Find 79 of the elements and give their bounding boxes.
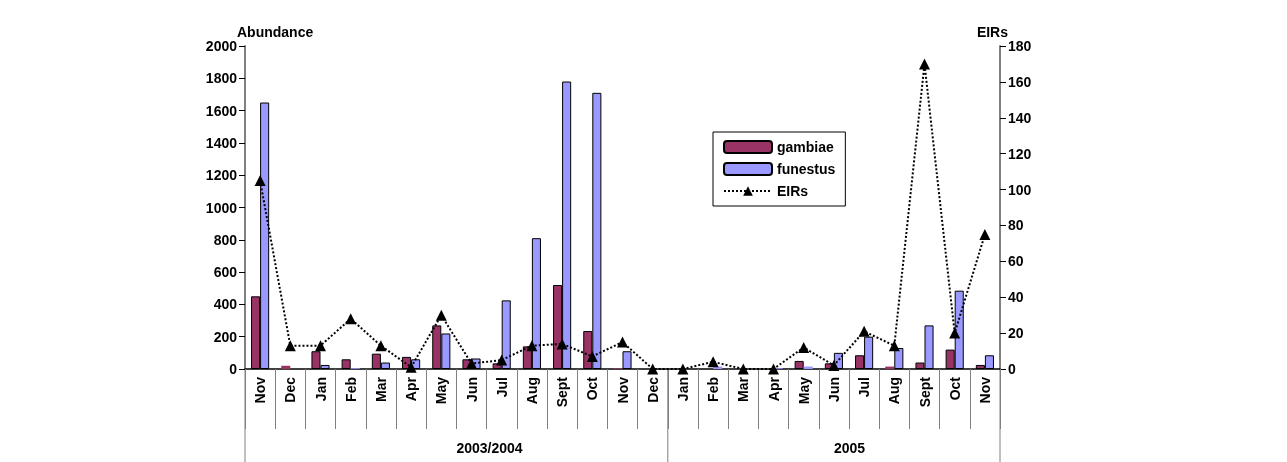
y-tick-label: 400 [213, 296, 238, 313]
y-tick-label: 200 [213, 328, 238, 345]
point [526, 340, 538, 352]
y-tick-label: 800 [213, 231, 238, 248]
x-tick-label: Sept [554, 376, 571, 408]
y2-tick-label: 20 [1008, 325, 1024, 342]
y2-tick-label: 100 [1008, 181, 1032, 198]
point [979, 228, 991, 240]
bar [281, 365, 291, 369]
y-axis-title: Abundance [237, 24, 314, 41]
y2-tick-label: 0 [1008, 361, 1016, 377]
point [496, 354, 508, 366]
x-tick-label: May [795, 376, 812, 405]
point [677, 363, 689, 375]
y-tick-label: 1600 [205, 102, 238, 119]
x-tick-label: Aug [886, 377, 903, 405]
legend-label: EIRs [777, 183, 809, 199]
x-tick-label: Jun [463, 377, 480, 402]
point [254, 175, 266, 187]
y2-tick-label: 60 [1008, 253, 1024, 270]
x-tick-label: Aug [523, 377, 540, 405]
point [768, 363, 779, 375]
legend-label: funestus [777, 161, 836, 177]
y2-axis-title: EIRs [976, 24, 1009, 41]
y2-tick-label: 180 [1008, 38, 1032, 54]
x-tick-label: May [433, 376, 450, 405]
x-tick-label: Jul [856, 377, 873, 398]
point [375, 340, 387, 352]
point [647, 363, 659, 375]
x-tick-label: Mar [735, 376, 752, 402]
y2-tick-label: 160 [1008, 73, 1032, 90]
x-tick-label: Jun [825, 377, 842, 402]
y2-tick-label: 80 [1008, 217, 1024, 234]
point [345, 313, 357, 325]
point [858, 325, 870, 337]
point [617, 336, 628, 348]
point [466, 358, 477, 370]
x-tick-label: Jan [312, 377, 329, 402]
x-tick-label: Sept [916, 376, 933, 408]
x-tick-label: Nov [252, 376, 269, 404]
x-tick-label: Jan [674, 377, 691, 402]
x-tick-label: Feb [705, 377, 722, 402]
x-tick-label: Dec [644, 376, 661, 403]
x-tick-label: Mar [372, 376, 389, 402]
x-tick-label: Oct [584, 376, 601, 401]
point [798, 341, 810, 353]
y-tick-label: 1000 [205, 199, 238, 216]
point [284, 340, 296, 352]
point [949, 327, 961, 339]
point [737, 363, 749, 375]
x-tick-label: Apr [403, 376, 420, 402]
x-tick-label: Nov [976, 376, 993, 404]
x-tick-label: Apr [765, 376, 782, 402]
x-tick-label: Oct [946, 376, 963, 401]
y-tick-label: 600 [213, 264, 238, 281]
y-tick-label: 1800 [205, 70, 238, 87]
text: 2003/2004 [456, 440, 523, 456]
x-tick-label: Feb [342, 377, 359, 402]
y-tick-label: 2000 [205, 38, 238, 54]
y-tick-label: 1200 [205, 167, 238, 184]
y-tick-label: 1400 [205, 134, 238, 151]
text: 2005 [833, 440, 866, 456]
x-tick-label: Nov [614, 376, 631, 404]
point [556, 338, 568, 350]
point [888, 340, 900, 352]
y-tick-label: 0 [229, 361, 238, 377]
legend-label: gambiae [777, 139, 835, 155]
x-tick-label: Dec [282, 376, 299, 403]
point [435, 309, 447, 321]
point [919, 58, 930, 70]
y2-tick-label: 120 [1008, 145, 1032, 162]
point [707, 356, 719, 368]
point [405, 361, 417, 373]
y2-tick-label: 140 [1008, 109, 1032, 126]
x-tick-label: Jul [493, 377, 510, 398]
y2-tick-label: 40 [1008, 289, 1024, 306]
point [586, 350, 598, 362]
point [828, 359, 840, 371]
point [315, 340, 326, 352]
